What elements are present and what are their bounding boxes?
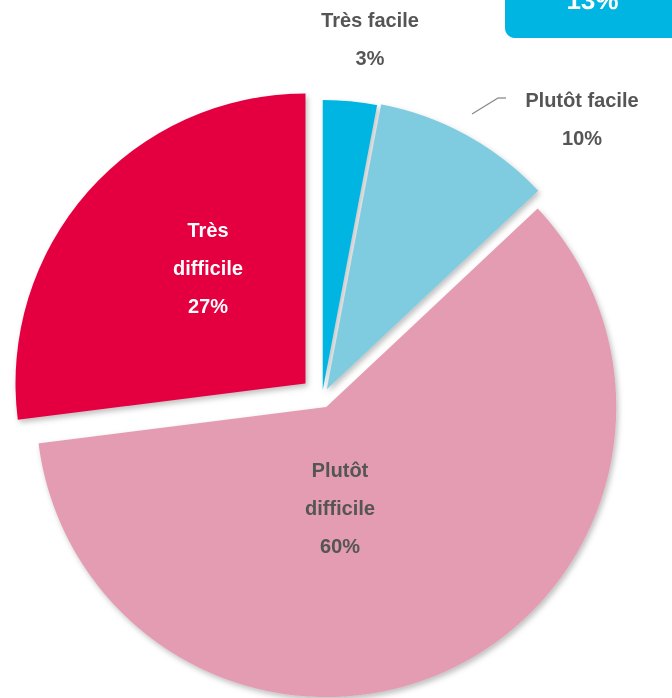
value-label: 10% xyxy=(561,128,603,150)
slices xyxy=(15,93,617,698)
value-label: 27% xyxy=(187,296,229,318)
slice-label: Plutôt difficile 60% xyxy=(280,452,400,566)
badge: 13% xyxy=(505,0,672,38)
slice-label: Très difficile 27% xyxy=(158,212,258,326)
category-label: Très facile xyxy=(321,10,419,32)
category-label: Très difficile xyxy=(172,220,243,280)
pie-slice xyxy=(15,93,306,420)
value-label: 3% xyxy=(355,48,385,70)
pie-slice xyxy=(326,104,539,390)
value-label: 60% xyxy=(319,536,361,558)
category-label: Plutôt facile xyxy=(525,90,639,112)
pie-slice xyxy=(322,100,378,391)
slice-label: Plutôt facile 10% xyxy=(472,82,672,158)
leader-line xyxy=(471,97,506,115)
pie-slice xyxy=(38,208,617,698)
slice-label: Très facile 3% xyxy=(260,2,480,78)
category-label: Plutôt difficile xyxy=(304,460,375,520)
